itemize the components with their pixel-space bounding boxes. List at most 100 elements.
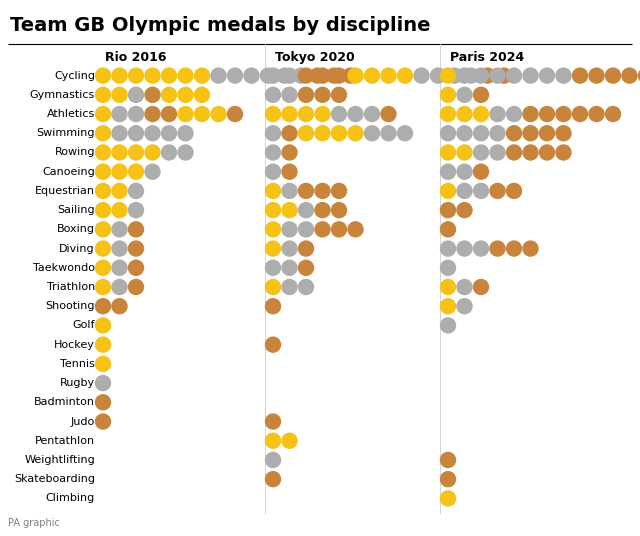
Text: Tokyo 2020: Tokyo 2020: [275, 51, 355, 64]
Circle shape: [474, 68, 488, 83]
Circle shape: [298, 260, 314, 276]
Circle shape: [332, 68, 346, 83]
Circle shape: [195, 87, 209, 102]
Circle shape: [95, 164, 111, 179]
Circle shape: [440, 241, 456, 256]
Circle shape: [332, 222, 346, 237]
Circle shape: [266, 87, 280, 102]
Text: Tennis: Tennis: [60, 359, 95, 369]
Circle shape: [440, 145, 456, 160]
Circle shape: [440, 87, 456, 102]
Circle shape: [315, 183, 330, 198]
Circle shape: [343, 68, 358, 83]
Circle shape: [260, 68, 275, 83]
Circle shape: [298, 279, 314, 294]
Circle shape: [573, 68, 588, 83]
Circle shape: [266, 241, 280, 256]
Circle shape: [573, 107, 588, 122]
Circle shape: [195, 107, 209, 122]
Text: Hockey: Hockey: [54, 340, 95, 349]
Circle shape: [440, 203, 456, 218]
Circle shape: [112, 203, 127, 218]
Circle shape: [95, 376, 111, 391]
Circle shape: [310, 68, 325, 83]
Circle shape: [348, 68, 363, 83]
Circle shape: [440, 318, 456, 333]
Circle shape: [112, 260, 127, 276]
Circle shape: [447, 68, 462, 83]
Circle shape: [95, 337, 111, 352]
Circle shape: [266, 222, 280, 237]
Circle shape: [95, 395, 111, 410]
Circle shape: [440, 126, 456, 141]
Circle shape: [112, 126, 127, 141]
Circle shape: [277, 68, 292, 83]
Circle shape: [540, 68, 554, 83]
Circle shape: [326, 68, 342, 83]
Circle shape: [440, 183, 456, 198]
Circle shape: [457, 183, 472, 198]
Circle shape: [589, 68, 604, 83]
Circle shape: [440, 491, 456, 506]
Circle shape: [474, 183, 488, 198]
Circle shape: [315, 68, 330, 83]
Circle shape: [95, 299, 111, 314]
Text: Golf: Golf: [72, 321, 95, 330]
Circle shape: [474, 241, 488, 256]
Circle shape: [129, 164, 143, 179]
Circle shape: [440, 107, 456, 122]
Text: Equestrian: Equestrian: [35, 186, 95, 196]
Circle shape: [266, 107, 280, 122]
Text: Athletics: Athletics: [47, 109, 95, 119]
Circle shape: [506, 183, 522, 198]
Circle shape: [95, 241, 111, 256]
Text: Rugby: Rugby: [60, 378, 95, 388]
Text: Diving: Diving: [60, 243, 95, 254]
Circle shape: [145, 126, 160, 141]
Circle shape: [266, 279, 280, 294]
Circle shape: [497, 68, 511, 83]
Circle shape: [639, 68, 640, 83]
Circle shape: [129, 145, 143, 160]
Circle shape: [457, 279, 472, 294]
Circle shape: [129, 183, 143, 198]
Circle shape: [112, 164, 127, 179]
Text: Cycling: Cycling: [54, 71, 95, 80]
Circle shape: [227, 107, 243, 122]
Circle shape: [506, 68, 522, 83]
Text: Paris 2024: Paris 2024: [450, 51, 524, 64]
Circle shape: [95, 68, 111, 83]
Circle shape: [457, 145, 472, 160]
Circle shape: [161, 126, 177, 141]
Circle shape: [315, 87, 330, 102]
Circle shape: [211, 68, 226, 83]
Circle shape: [365, 107, 380, 122]
Circle shape: [490, 107, 505, 122]
Circle shape: [490, 145, 505, 160]
Circle shape: [397, 68, 413, 83]
Circle shape: [474, 107, 488, 122]
Circle shape: [161, 87, 177, 102]
Circle shape: [348, 126, 363, 141]
Circle shape: [112, 68, 127, 83]
Circle shape: [540, 126, 554, 141]
Circle shape: [556, 68, 571, 83]
Circle shape: [95, 222, 111, 237]
Circle shape: [440, 472, 456, 487]
Circle shape: [95, 414, 111, 429]
Circle shape: [282, 260, 297, 276]
Circle shape: [457, 68, 472, 83]
Circle shape: [227, 68, 243, 83]
Circle shape: [282, 433, 297, 448]
Circle shape: [474, 279, 488, 294]
Circle shape: [605, 68, 621, 83]
Circle shape: [112, 299, 127, 314]
Text: Gymnastics: Gymnastics: [29, 90, 95, 100]
Circle shape: [282, 126, 297, 141]
Circle shape: [282, 87, 297, 102]
Circle shape: [523, 145, 538, 160]
Circle shape: [178, 87, 193, 102]
Circle shape: [298, 68, 314, 83]
Text: Team GB Olympic medals by discipline: Team GB Olympic medals by discipline: [10, 16, 431, 35]
Circle shape: [457, 203, 472, 218]
